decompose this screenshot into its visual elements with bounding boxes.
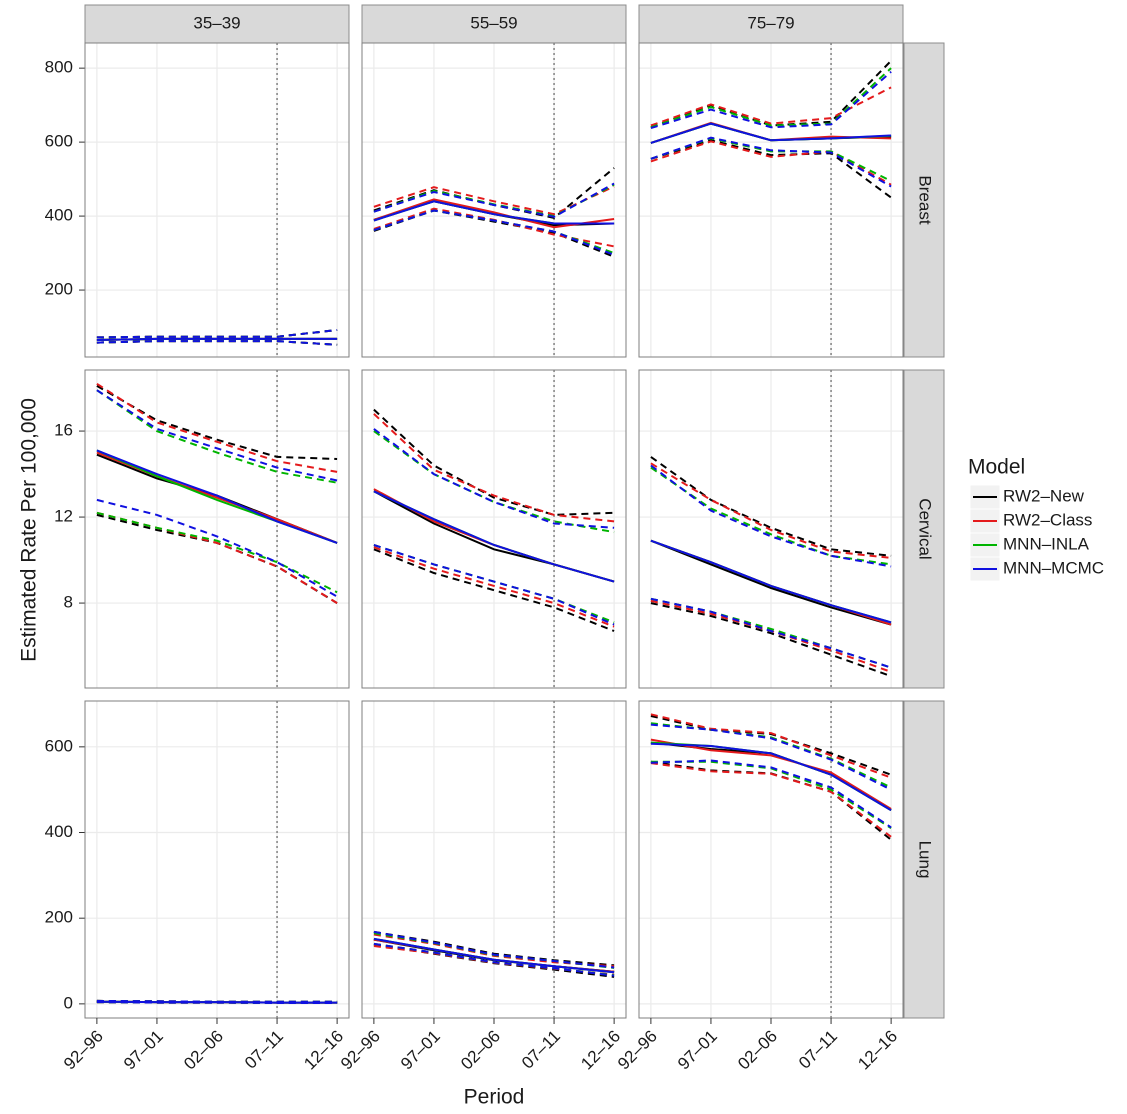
- strip-label: 75–79: [747, 13, 794, 32]
- interval-line: [373, 942, 615, 977]
- y-tick-label: 0: [64, 993, 73, 1012]
- x-tick-label: 07–11: [795, 1027, 841, 1073]
- x-tick-label: 02–06: [457, 1027, 504, 1074]
- interval-line: [650, 136, 892, 188]
- strip-label: Cervical: [916, 498, 935, 559]
- interval-line: [373, 182, 615, 218]
- median-line: [650, 738, 892, 810]
- strip-label: Lung: [916, 841, 935, 879]
- y-tick-label: 600: [45, 736, 73, 755]
- y-tick-label: 400: [45, 822, 73, 841]
- interval-line: [96, 511, 338, 594]
- median-line: [96, 1000, 338, 1004]
- median-line: [373, 937, 615, 974]
- interval-line: [650, 71, 892, 130]
- strip-label: 55–59: [470, 13, 517, 32]
- y-tick-label: 16: [54, 421, 73, 440]
- panel-border: [638, 369, 904, 689]
- median-line: [650, 539, 892, 624]
- legend-label: RW2–Class: [1003, 510, 1092, 529]
- strip: [903, 700, 945, 1019]
- interval-line: [650, 462, 892, 559]
- interval-line: [650, 602, 892, 678]
- panel-border: [638, 42, 904, 358]
- interval-line: [373, 544, 615, 626]
- interval-line: [650, 67, 892, 129]
- x-tick-label: 92–96: [337, 1027, 384, 1074]
- interval-line: [373, 413, 615, 523]
- interval-line: [373, 930, 615, 969]
- y-tick-label: 800: [45, 58, 73, 77]
- x-axis-label: Period: [464, 1086, 525, 1109]
- interval-line: [96, 385, 338, 460]
- interval-line: [650, 597, 892, 669]
- interval-line: [650, 723, 892, 791]
- interval-line: [96, 389, 338, 482]
- y-tick-label: 400: [45, 206, 73, 225]
- x-tick-label: 97–01: [397, 1027, 444, 1074]
- median-line: [373, 200, 615, 225]
- interval-line: [650, 456, 892, 557]
- y-tick-label: 8: [64, 593, 73, 612]
- y-tick-label: 600: [45, 132, 73, 151]
- y-axis-label: Estimated Rate Per 100,000: [18, 398, 41, 662]
- interval-line: [650, 60, 892, 129]
- interval-line: [650, 86, 892, 127]
- interval-line: [96, 382, 338, 473]
- interval-line: [96, 498, 338, 598]
- panel-border: [361, 42, 627, 358]
- x-tick-label: 12–16: [577, 1027, 624, 1074]
- strip-label: 35–39: [193, 13, 240, 32]
- strip: [638, 4, 904, 44]
- median-line: [650, 122, 892, 144]
- x-tick-label: 12–16: [854, 1027, 901, 1074]
- median-line: [96, 337, 338, 341]
- legend-label: RW2–New: [1003, 486, 1085, 505]
- strip: [361, 4, 627, 44]
- interval-line: [650, 759, 892, 829]
- panel-border: [84, 369, 350, 689]
- interval-line: [650, 140, 892, 186]
- x-tick-label: 97–01: [674, 1027, 721, 1074]
- y-tick-label: 200: [45, 908, 73, 927]
- legend-title: Model: [968, 456, 1025, 479]
- x-tick-label: 02–06: [180, 1027, 227, 1074]
- strip-label: Breast: [916, 175, 935, 224]
- interval-line: [650, 464, 892, 568]
- legend-label: MNN–INLA: [1003, 534, 1090, 553]
- x-tick-label: 07–11: [518, 1027, 564, 1073]
- y-tick-label: 200: [45, 280, 73, 299]
- interval-line: [96, 329, 338, 339]
- x-tick-label: 92–96: [614, 1027, 661, 1074]
- interval-line: [373, 408, 615, 516]
- x-tick-label: 02–06: [734, 1027, 781, 1074]
- panel-border: [361, 369, 627, 689]
- interval-line: [650, 139, 892, 199]
- panel-border: [84, 42, 350, 358]
- median-line: [373, 490, 615, 583]
- strip: [903, 369, 945, 689]
- interval-line: [373, 209, 615, 256]
- interval-line: [650, 762, 892, 838]
- x-tick-label: 97–01: [120, 1027, 167, 1074]
- x-tick-label: 07–11: [241, 1027, 287, 1073]
- median-line: [96, 449, 338, 544]
- strip: [903, 42, 945, 358]
- interval-line: [650, 713, 892, 779]
- median-line: [650, 539, 892, 626]
- y-tick-label: 12: [54, 507, 73, 526]
- interval-line: [373, 546, 615, 628]
- interval-line: [373, 428, 615, 529]
- interval-line: [96, 340, 338, 346]
- x-tick-label: 12–16: [300, 1027, 347, 1074]
- legend-label: MNN–MCMC: [1003, 558, 1104, 577]
- x-tick-label: 92–96: [60, 1027, 107, 1074]
- interval-line: [96, 389, 338, 484]
- strip: [84, 4, 350, 44]
- median-line: [650, 742, 892, 812]
